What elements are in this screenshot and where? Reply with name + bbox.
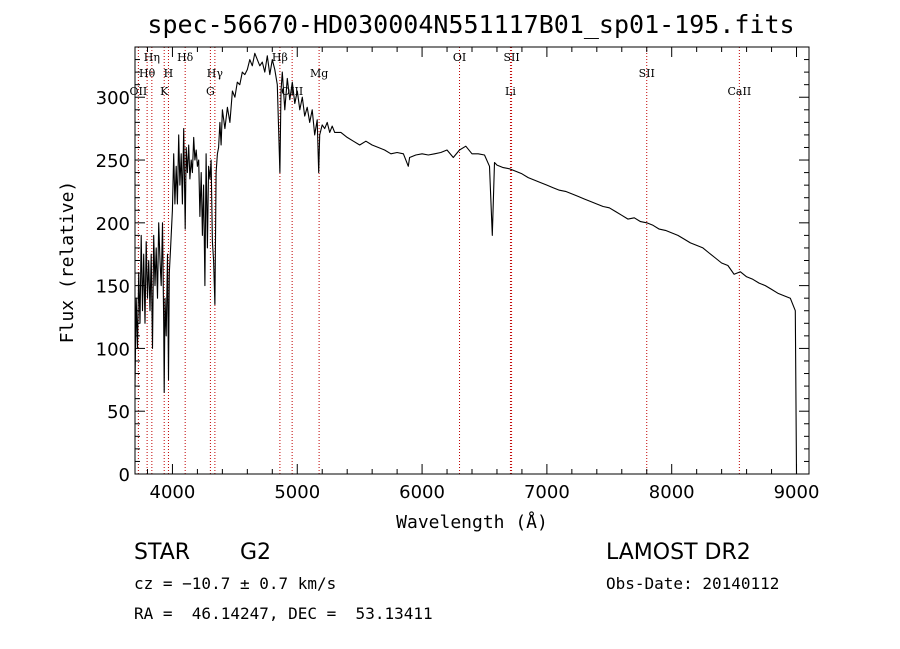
survey-name: LAMOST DR2 <box>606 540 751 565</box>
y-tick-label: 50 <box>107 402 130 423</box>
spectral-line-label: SII <box>639 67 655 80</box>
object-class: STAR <box>134 540 191 565</box>
x-tick-label: 6000 <box>399 482 445 503</box>
spectral-line-label: Hγ <box>207 67 224 80</box>
y-tick-label: 0 <box>119 465 130 486</box>
y-tick-label: 250 <box>96 151 130 172</box>
spectral-line-label: G <box>206 85 215 98</box>
spectral-line-label: Mg <box>310 67 328 80</box>
ra-dec: RA = 46.14247, DEC = 53.13411 <box>134 604 433 623</box>
object-subclass: G2 <box>240 540 272 565</box>
y-tick-label: 100 <box>96 339 130 360</box>
spectral-line-label: Hβ <box>272 51 288 64</box>
spectral-line-label: Hδ <box>177 51 194 64</box>
spectral-line-label: Hη <box>144 51 160 64</box>
spectral-line-label: H <box>164 67 174 80</box>
y-tick-label: 200 <box>96 214 130 235</box>
spectral-line-label: Hθ <box>139 67 156 80</box>
redshift-cz: cz = −10.7 ± 0.7 km/s <box>134 574 337 593</box>
spectral-line-label: OII <box>130 85 148 98</box>
spectral-line-label: Li <box>505 85 516 98</box>
x-tick-label: 5000 <box>274 482 320 503</box>
spectral-line-label: CaII <box>728 85 752 98</box>
chart-title: spec-56670-HD030004N551117B01_sp01-195.f… <box>147 10 794 39</box>
obs-date: Obs-Date: 20140112 <box>606 574 780 593</box>
spectral-line-label: OI <box>453 51 466 64</box>
spectral-line-label: SII <box>503 51 519 64</box>
x-tick-label: 7000 <box>524 482 570 503</box>
x-tick-label: 8000 <box>649 482 695 503</box>
x-tick-label: 9000 <box>774 482 820 503</box>
y-tick-label: 300 <box>96 88 130 109</box>
spectrum-series-line <box>134 52 798 475</box>
plot-frame <box>134 46 810 475</box>
x-tick-label: 4000 <box>150 482 196 503</box>
y-tick-label: 150 <box>96 277 130 298</box>
x-axis-label: Wavelength (Å) <box>396 511 548 533</box>
spectral-line-label: K <box>160 85 169 98</box>
y-axis-label: Flux (relative) <box>57 181 78 344</box>
